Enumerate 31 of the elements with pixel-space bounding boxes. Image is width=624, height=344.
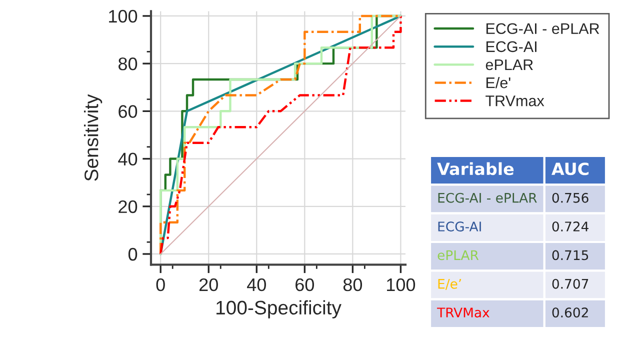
text: 0.602	[552, 308, 588, 318]
text: 0.715	[552, 250, 588, 260]
y-tick-label: 80	[118, 58, 138, 70]
y-tick-label: 0	[128, 248, 138, 261]
x-tick-label: 100	[387, 278, 416, 292]
y-tick-label: 100	[109, 10, 138, 23]
y-tick-label: 20	[118, 200, 138, 214]
legend-label: TRVmax	[486, 96, 544, 106]
y-tick-label: 60	[118, 105, 138, 118]
legend-label: E/e'	[486, 76, 510, 88]
text: AUC	[552, 162, 589, 176]
x-tick-label: 60	[296, 278, 314, 292]
legend-label: ePLAR	[486, 59, 533, 70]
x-tick-label: 40	[247, 278, 266, 292]
x-tick-label: 80	[343, 278, 362, 292]
y-axis-title: Sensitivity	[84, 94, 102, 181]
legend-label: ECG-AI - ePLAR	[486, 23, 600, 34]
text: E/e’	[438, 279, 461, 290]
legend-label: ECG-AI	[486, 41, 536, 52]
y-tick-label: 40	[118, 152, 138, 166]
text: ECG-AI - ePLAR	[438, 192, 537, 203]
text: 0.756	[552, 192, 588, 203]
text: 0.707	[552, 278, 588, 289]
x-axis-title: 100-Specificity	[216, 300, 342, 318]
text: ECG-AI	[438, 222, 481, 232]
text: Variable	[437, 162, 514, 176]
x-tick-label: 20	[199, 278, 218, 292]
x-tick-label: 0	[156, 278, 165, 292]
text: TRVMax	[437, 308, 490, 318]
text: 0.724	[552, 222, 588, 232]
text: ePLAR	[438, 250, 479, 260]
